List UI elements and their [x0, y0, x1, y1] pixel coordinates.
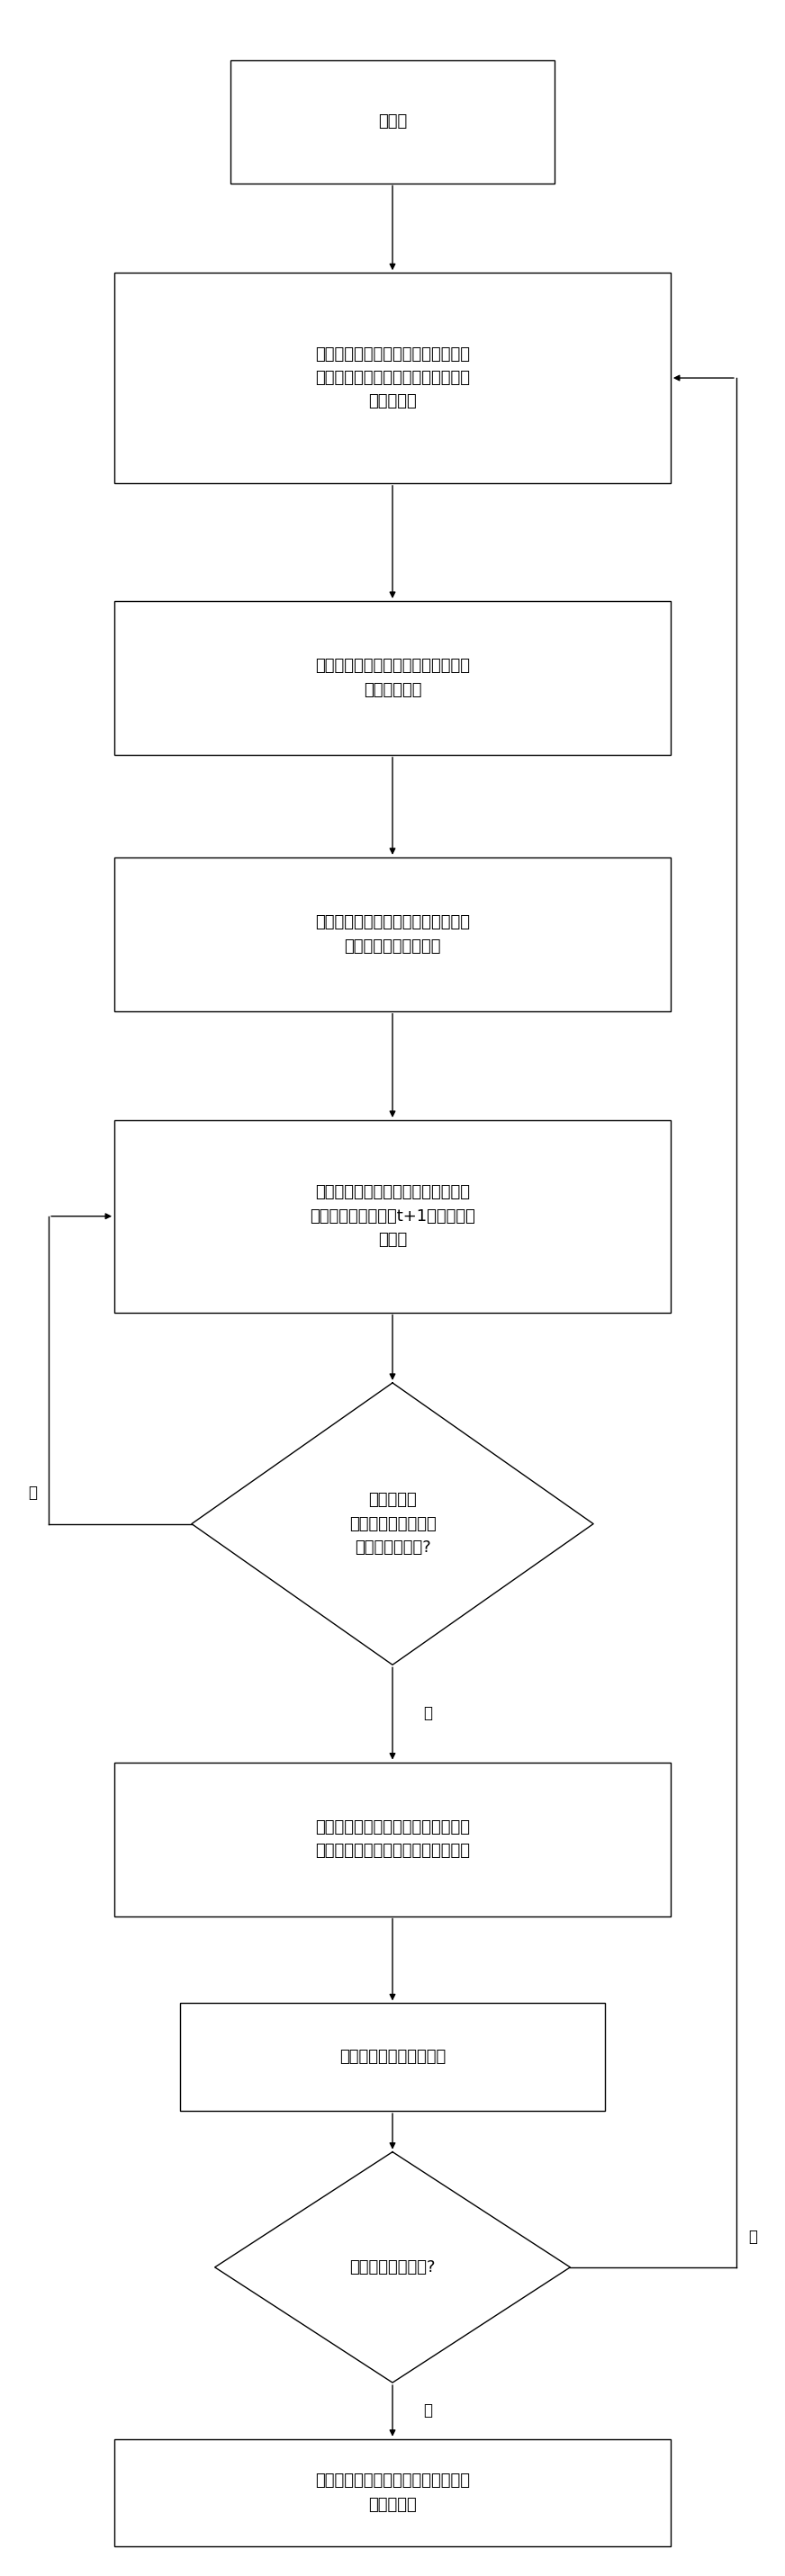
- Text: 将需要降低温度的特定某个芯片的结
温作为当前的个体极值: 将需要降低温度的特定某个芯片的结 温作为当前的个体极值: [315, 914, 470, 953]
- FancyBboxPatch shape: [115, 600, 670, 755]
- Text: 将所有芯片的总结温的最小值作为当
前的全局极值: 将所有芯片的总结温的最小值作为当 前的全局极值: [315, 657, 470, 698]
- Text: 否: 否: [423, 1705, 433, 1721]
- Text: 达到最大迭代次数?: 达到最大迭代次数?: [349, 2259, 436, 2275]
- FancyBboxPatch shape: [115, 273, 670, 484]
- FancyBboxPatch shape: [115, 2439, 670, 2548]
- Text: 否: 否: [748, 2228, 757, 2244]
- Text: 更新的粒子
位置是否发生芯片出
界或芯片间重叠?: 更新的粒子 位置是否发生芯片出 界或芯片间重叠?: [349, 1492, 436, 1556]
- FancyBboxPatch shape: [230, 59, 555, 183]
- Text: 更新个体极值与全局极值: 更新个体极值与全局极值: [339, 2048, 446, 2066]
- Text: 初始化: 初始化: [378, 113, 407, 129]
- Text: 是: 是: [28, 1484, 37, 1502]
- Text: 是: 是: [423, 2403, 433, 2419]
- Text: 当前全局极值所对应的粒子为芯片最
优布局位置: 当前全局极值所对应的粒子为芯片最 优布局位置: [315, 2473, 470, 2512]
- Text: 利用当前粒子的位置与速度，计算每
个粒子当前位置对应的适应度函数值: 利用当前粒子的位置与速度，计算每 个粒子当前位置对应的适应度函数值: [315, 1819, 470, 1860]
- FancyBboxPatch shape: [115, 858, 670, 1012]
- Text: 根据速度更新方程和位置更新方程，
不断更新每个粒子在t+1时刻的位置
和速度: 根据速度更新方程和位置更新方程， 不断更新每个粒子在t+1时刻的位置 和速度: [310, 1185, 475, 1249]
- FancyBboxPatch shape: [115, 1762, 670, 1917]
- Text: 计算每个粒子当前位置对应的适应度
函数值即根据当前各芯片坐标计算各
芯片的结温: 计算每个粒子当前位置对应的适应度 函数值即根据当前各芯片坐标计算各 芯片的结温: [315, 345, 470, 410]
- FancyBboxPatch shape: [180, 2004, 605, 2110]
- FancyBboxPatch shape: [115, 1121, 670, 1311]
